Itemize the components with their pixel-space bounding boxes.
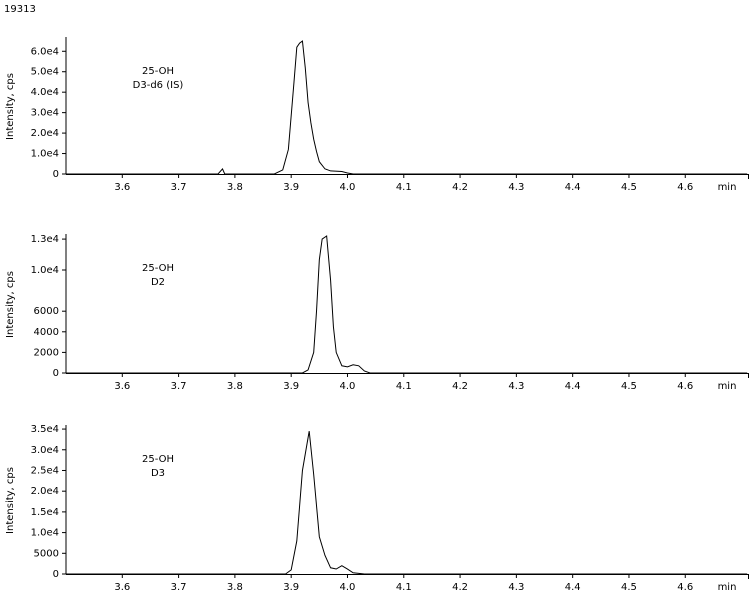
- x-tick-label: 4.2: [452, 182, 468, 193]
- y-axis-label: Intensity, cps: [5, 73, 16, 140]
- y-tick-label: 4.0e4: [31, 87, 59, 98]
- annotation: D2: [151, 277, 165, 288]
- y-tick-label: 1.3e4: [31, 234, 59, 245]
- x-tick-label: 4.0: [340, 582, 356, 591]
- y-tick-label: 2.0e4: [31, 486, 59, 497]
- annotation: 25-OH: [142, 263, 174, 274]
- annotation: D3-d6 (IS): [133, 80, 184, 91]
- y-tick-label: 0: [53, 368, 59, 379]
- y-tick-label: 4000: [34, 327, 59, 338]
- x-tick-label: 4.4: [565, 381, 581, 392]
- x-tick-label: 3.6: [114, 381, 130, 392]
- x-axis-label: min: [718, 182, 737, 193]
- x-tick-label: 4.3: [508, 182, 524, 193]
- x-tick-label: 4.6: [677, 182, 693, 193]
- x-tick-label: 3.8: [227, 182, 243, 193]
- x-axis-label: min: [718, 582, 737, 591]
- y-tick-label: 6000: [34, 306, 59, 317]
- x-tick-label: 4.1: [396, 182, 412, 193]
- y-tick-label: 1.0e4: [31, 149, 59, 160]
- y-tick-label: 5000: [34, 548, 59, 559]
- x-tick-label: 3.9: [283, 582, 299, 591]
- x-tick-label: 3.9: [283, 182, 299, 193]
- figure-id: 19313: [4, 4, 36, 15]
- trace: [66, 235, 748, 374]
- x-tick-label: 4.0: [340, 381, 356, 392]
- x-tick-label: 4.5: [621, 381, 637, 392]
- x-tick-label: 4.2: [452, 582, 468, 591]
- x-tick-label: 3.8: [227, 582, 243, 591]
- x-tick-label: 3.7: [171, 582, 187, 591]
- x-tick-label: 3.7: [171, 182, 187, 193]
- x-tick-label: 4.0: [340, 182, 356, 193]
- x-tick-label: 3.8: [227, 381, 243, 392]
- panel: 0 5000 1.0e4 1.5e4 2.0e4 2.5e4 3.0e4 3.5e4 3.6 3.…: [5, 424, 749, 591]
- x-tick-label: 3.9: [283, 381, 299, 392]
- panel: 0 1.0e4 2.0e4 3.0e4 4.0e4 5.0e4 6.0e4 3.6 3.7 3.8…: [5, 37, 749, 193]
- x-tick-label: 4.4: [565, 582, 581, 591]
- y-tick-label: 1.0e4: [31, 265, 59, 276]
- trace: [66, 431, 748, 575]
- y-tick-label: 2.5e4: [31, 465, 59, 476]
- x-tick-label: 4.6: [677, 381, 693, 392]
- y-tick-label: 1.5e4: [31, 507, 59, 518]
- x-tick-label: 3.7: [171, 381, 187, 392]
- annotation: 25-OH: [142, 454, 174, 465]
- y-tick-label: 2000: [34, 347, 59, 358]
- y-tick-label: 1.0e4: [31, 528, 59, 539]
- x-tick-label: 4.5: [621, 582, 637, 591]
- panel: 0 2000 4000 6000 1.0e4 1.3e4 3.6 3.7 3.8 3.9 4.0 4.…: [5, 234, 749, 392]
- x-tick-label: 3.6: [114, 582, 130, 591]
- x-tick-label: 4.1: [396, 381, 412, 392]
- annotation: D3: [151, 468, 165, 479]
- x-tick-label: 4.3: [508, 582, 524, 591]
- x-tick-label: 4.1: [396, 582, 412, 591]
- x-tick-label: 4.5: [621, 182, 637, 193]
- y-tick-label: 6.0e4: [31, 46, 59, 57]
- y-axis-label: Intensity, cps: [5, 271, 16, 338]
- y-tick-label: 3.0e4: [31, 445, 59, 456]
- x-tick-label: 3.6: [114, 182, 130, 193]
- y-axis-label: Intensity, cps: [5, 467, 16, 534]
- x-tick-label: 4.4: [565, 182, 581, 193]
- x-tick-label: 4.6: [677, 582, 693, 591]
- y-tick-label: 5.0e4: [31, 67, 59, 78]
- y-tick-label: 2.0e4: [31, 128, 59, 139]
- x-tick-label: 4.3: [508, 381, 524, 392]
- y-tick-label: 0: [53, 169, 59, 180]
- y-tick-label: 3.0e4: [31, 108, 59, 119]
- y-tick-label: 0: [53, 569, 59, 580]
- y-tick-label: 3.5e4: [31, 424, 59, 435]
- x-tick-label: 4.2: [452, 381, 468, 392]
- annotation: 25-OH: [142, 66, 174, 77]
- x-axis-label: min: [718, 381, 737, 392]
- trace: [66, 40, 748, 175]
